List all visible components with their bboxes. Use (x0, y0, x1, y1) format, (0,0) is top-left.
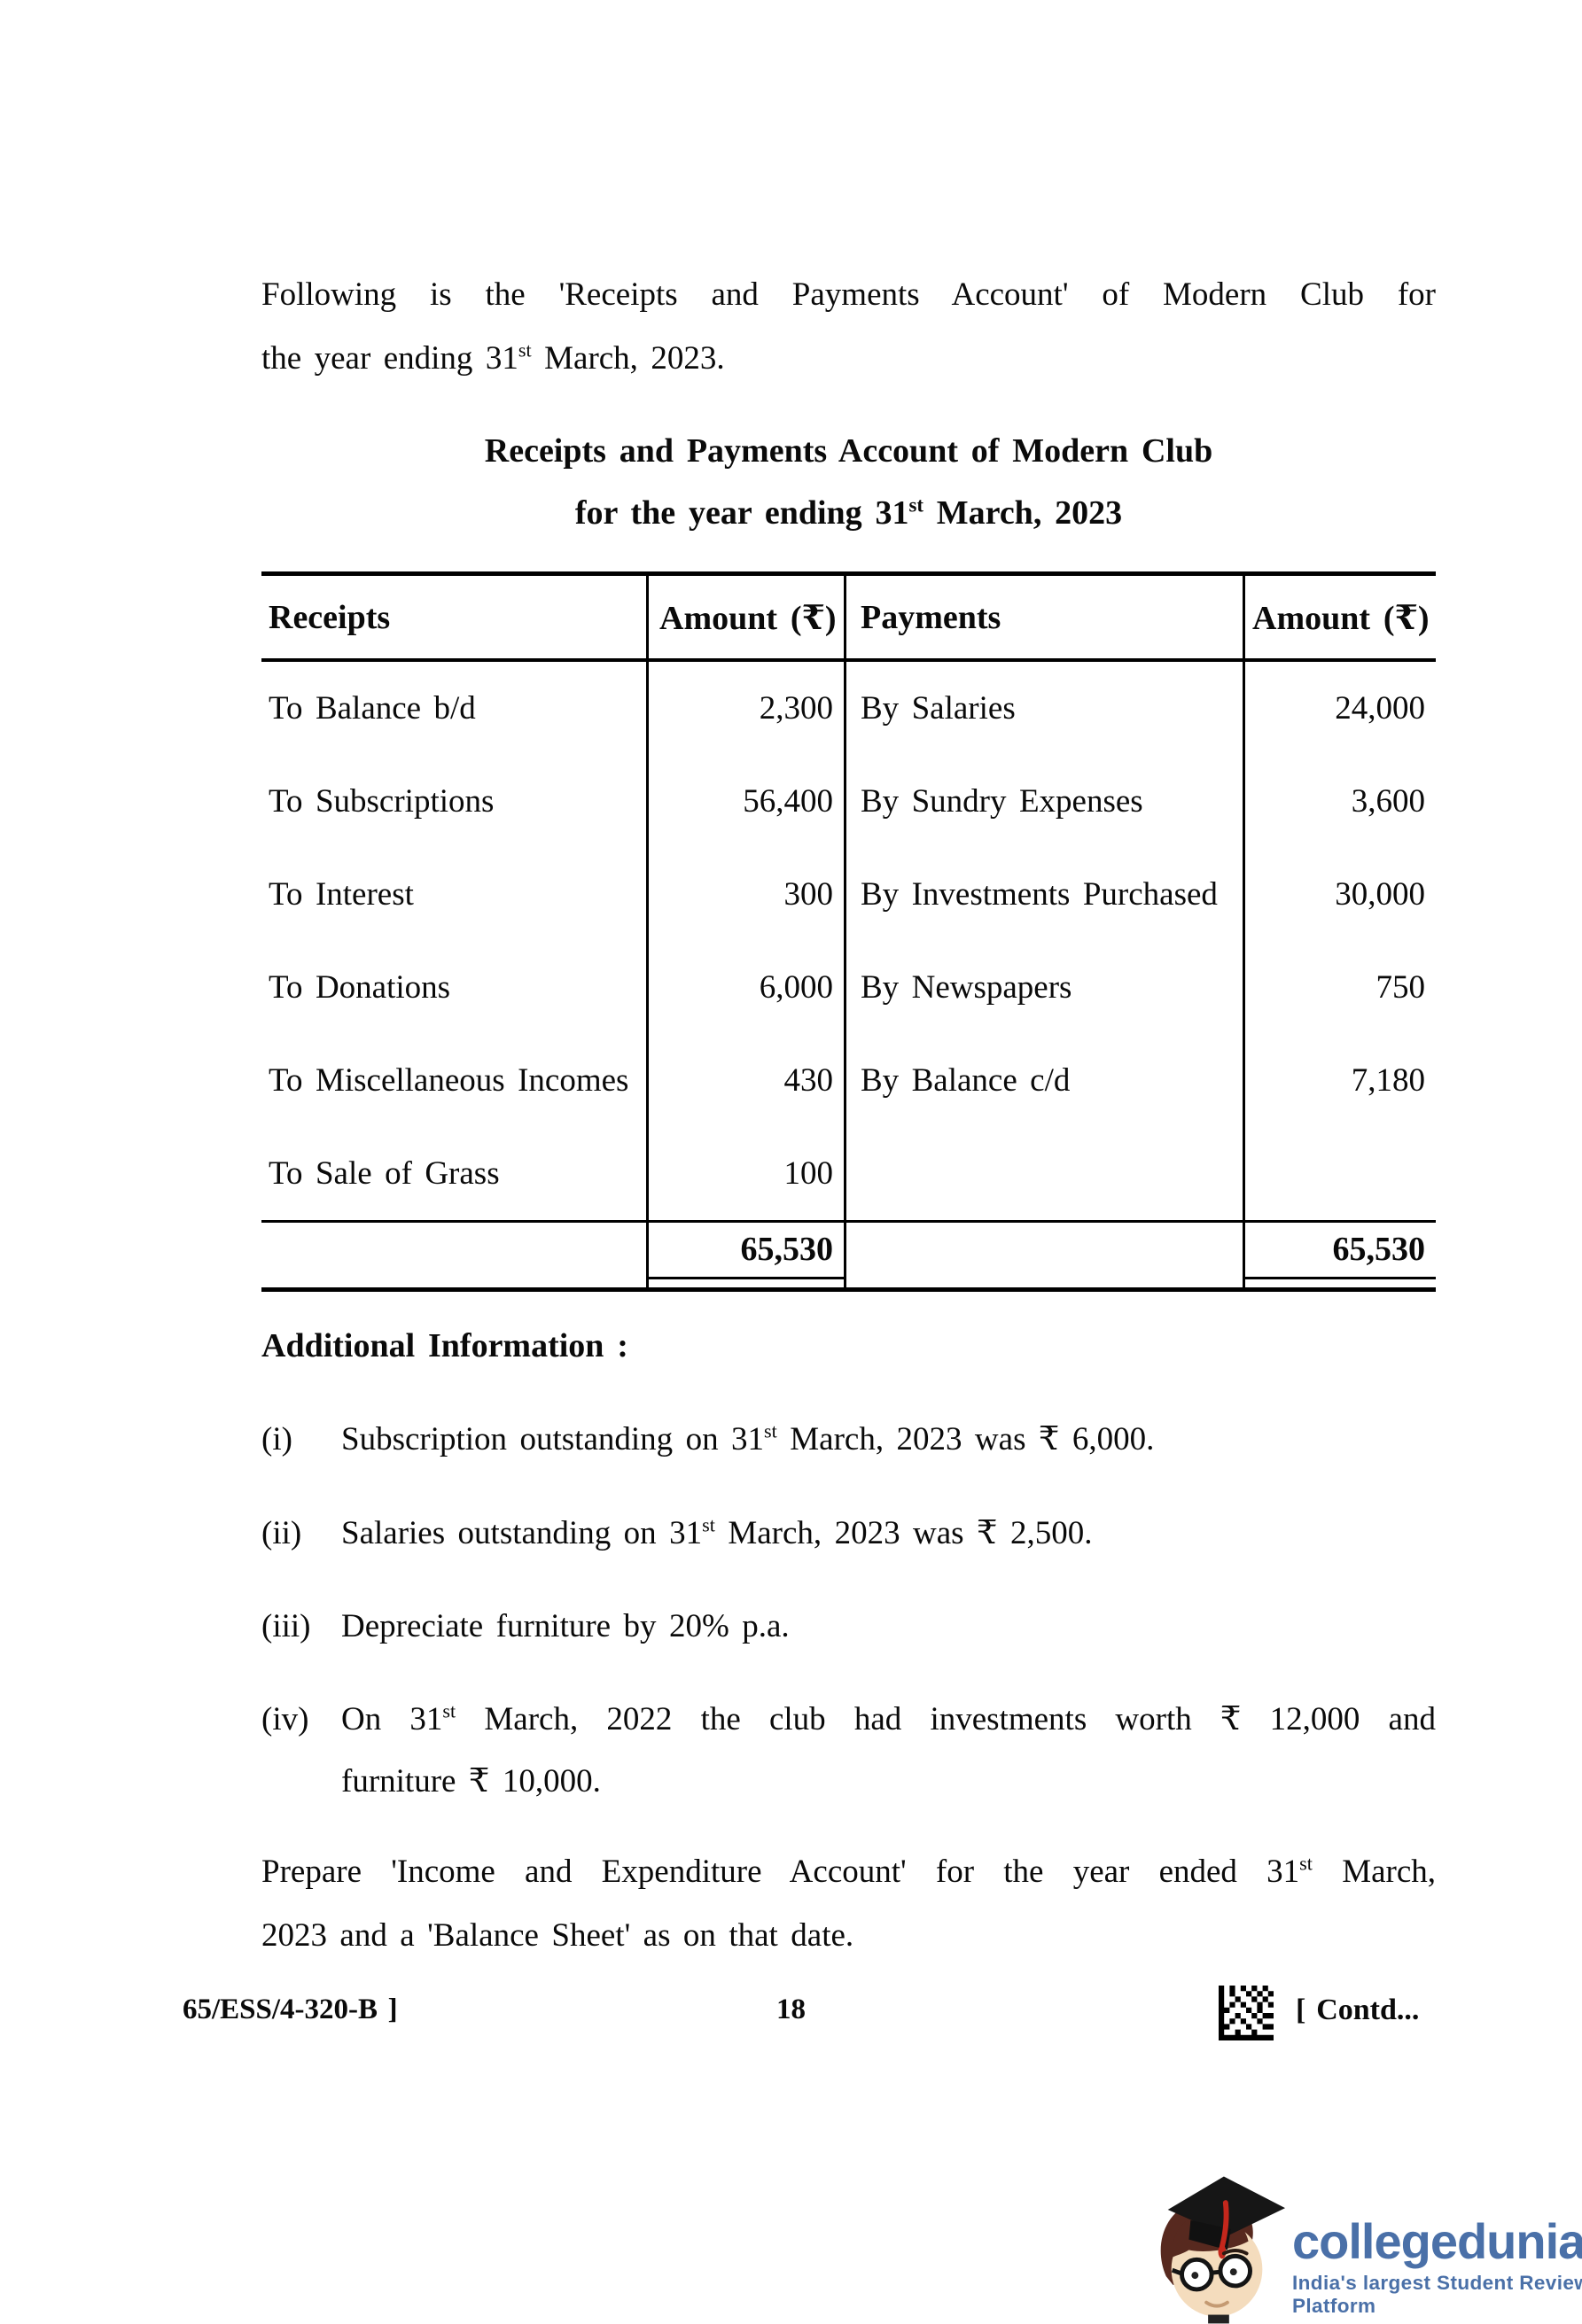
intro-line-2: the year ending 31st March, 2023. (261, 338, 1436, 379)
closing-line-2: 2023 and a 'Balance Sheet' as on that da… (261, 1917, 854, 1954)
closing-text: Prepare 'Income and Expenditure Account'… (261, 1854, 1300, 1890)
title-line-2-text: for the year ending 31 (574, 494, 909, 532)
logo-text-group: collegedunia .com India's largest Studen… (1292, 2172, 1582, 2324)
receipt-amount: 300 (649, 848, 846, 941)
totals-left-cell: 65,530 (649, 1220, 846, 1287)
list-item-number: (ii) (261, 1515, 302, 1551)
receipt-label: To Interest (261, 848, 649, 941)
totals-empty-cell (846, 1220, 1245, 1287)
list-item: (iii) Depreciate furniture by 20% p.a. (261, 1606, 1436, 1647)
ordinal-superscript: st (702, 1513, 715, 1536)
ordinal-superscript: st (764, 1419, 777, 1442)
list-item: (ii) Salaries outstanding on 31st March,… (261, 1513, 1436, 1554)
list-item-number: (iv) (261, 1701, 309, 1737)
payment-amount: 30,000 (1335, 876, 1425, 913)
item-text: On 31 (341, 1701, 443, 1737)
payment-label: By Sundry Expenses (846, 755, 1245, 848)
additional-information-heading: Additional Information : (261, 1327, 628, 1364)
payment-amount: 750 (1375, 969, 1426, 1006)
list-item-number: (iii) (261, 1608, 311, 1644)
payment-label: By Investments Purchased (846, 848, 1245, 941)
list-item-text: Depreciate furniture by 20% p.a. (341, 1608, 790, 1644)
header-amount-right: Amount (₹) (1245, 576, 1436, 662)
payment-label: By Salaries (846, 662, 1245, 755)
collegedunia-mascot-icon (1147, 2172, 1287, 2324)
paper-code: 65/ESS/4-320-B ] (183, 1994, 398, 2025)
totals-empty-cell (261, 1220, 649, 1287)
receipts-payments-table: Receipts Amount (₹) Payments Amount (₹) … (261, 571, 1436, 1292)
total-amount-left: 65,530 (649, 1224, 844, 1279)
page-number: 18 (776, 1994, 806, 2025)
header-amount-left: Amount (₹) (649, 576, 846, 662)
account-title-line-1: Receipts and Payments Account of Modern … (484, 432, 1213, 470)
payment-label (846, 1127, 1245, 1220)
receipt-label: To Donations (261, 941, 649, 1034)
ordinal-superscript: st (908, 494, 923, 517)
account-title-line-2: for the year ending 31st March, 2023 (261, 493, 1436, 535)
closing-text-tail: March, (1312, 1854, 1437, 1890)
receipt-amount: 100 (649, 1127, 846, 1220)
ordinal-superscript: st (518, 338, 532, 361)
barcode-icon (1219, 1985, 1274, 2041)
brand-tagline: India's largest Student Review Platform (1292, 2272, 1582, 2317)
brand-name: collegedunia (1292, 2213, 1582, 2269)
payment-label: By Newspapers (846, 941, 1245, 1034)
total-amount-right: 65,530 (1245, 1224, 1436, 1279)
receipt-amount: 430 (649, 1034, 846, 1127)
intro-line-2-text: the year ending 31 (261, 340, 518, 377)
receipt-label: To Miscellaneous Incomes (261, 1034, 649, 1127)
ordinal-superscript: st (1299, 1852, 1313, 1875)
receipt-label: To Subscriptions (261, 755, 649, 848)
closing-line-1: Prepare 'Income and Expenditure Account'… (261, 1852, 1436, 1893)
list-item-text: Salaries outstanding on 31st March, 2023… (341, 1513, 1436, 1554)
title-line-2-tail: March, 2023 (923, 494, 1123, 532)
list-item: (iv) On 31st March, 2022 the club had in… (261, 1699, 1436, 1740)
header-payments: Payments (846, 576, 1245, 662)
continued-label: [ Contd... (1296, 1994, 1420, 2026)
item-text-tail: March, 2023 was ₹ 2,500. (714, 1515, 1093, 1551)
totals-right-cell: 65,530 (1245, 1220, 1436, 1287)
ordinal-superscript: st (442, 1699, 456, 1722)
receipt-amount: 6,000 (649, 941, 846, 1034)
item-text-tail: March, 2022 the club had investments wor… (456, 1701, 1436, 1737)
list-item-number: (i) (261, 1421, 292, 1457)
intro-line-2-tail: March, 2023. (531, 340, 725, 377)
receipt-amount: 56,400 (649, 755, 846, 848)
receipt-amount: 2,300 (649, 662, 846, 755)
receipt-label: To Balance b/d (261, 662, 649, 755)
item-text: Salaries outstanding on 31 (341, 1515, 703, 1551)
item-text-tail: March, 2023 was ₹ 6,000. (776, 1421, 1155, 1457)
list-item-continuation: furniture ₹ 10,000. (341, 1763, 601, 1799)
payment-amount (1245, 1127, 1436, 1220)
payment-amount: 7,180 (1351, 1062, 1425, 1099)
collegedunia-logo: collegedunia .com India's largest Studen… (1147, 2172, 1582, 2324)
intro-line-1: Following is the 'Receipts and Payments … (261, 276, 1436, 313)
payment-amount: 3,600 (1351, 783, 1425, 820)
receipt-label: To Sale of Grass (261, 1127, 649, 1220)
header-receipts: Receipts (261, 576, 649, 662)
item-text: Subscription outstanding on 31 (341, 1421, 765, 1457)
payment-label: By Balance c/d (846, 1034, 1245, 1127)
payment-amount: 24,000 (1335, 690, 1425, 727)
list-item-text: Subscription outstanding on 31st March, … (341, 1419, 1436, 1460)
list-item: (i) Subscription outstanding on 31st Mar… (261, 1419, 1436, 1460)
list-item-text: On 31st March, 2022 the club had investm… (341, 1699, 1436, 1740)
